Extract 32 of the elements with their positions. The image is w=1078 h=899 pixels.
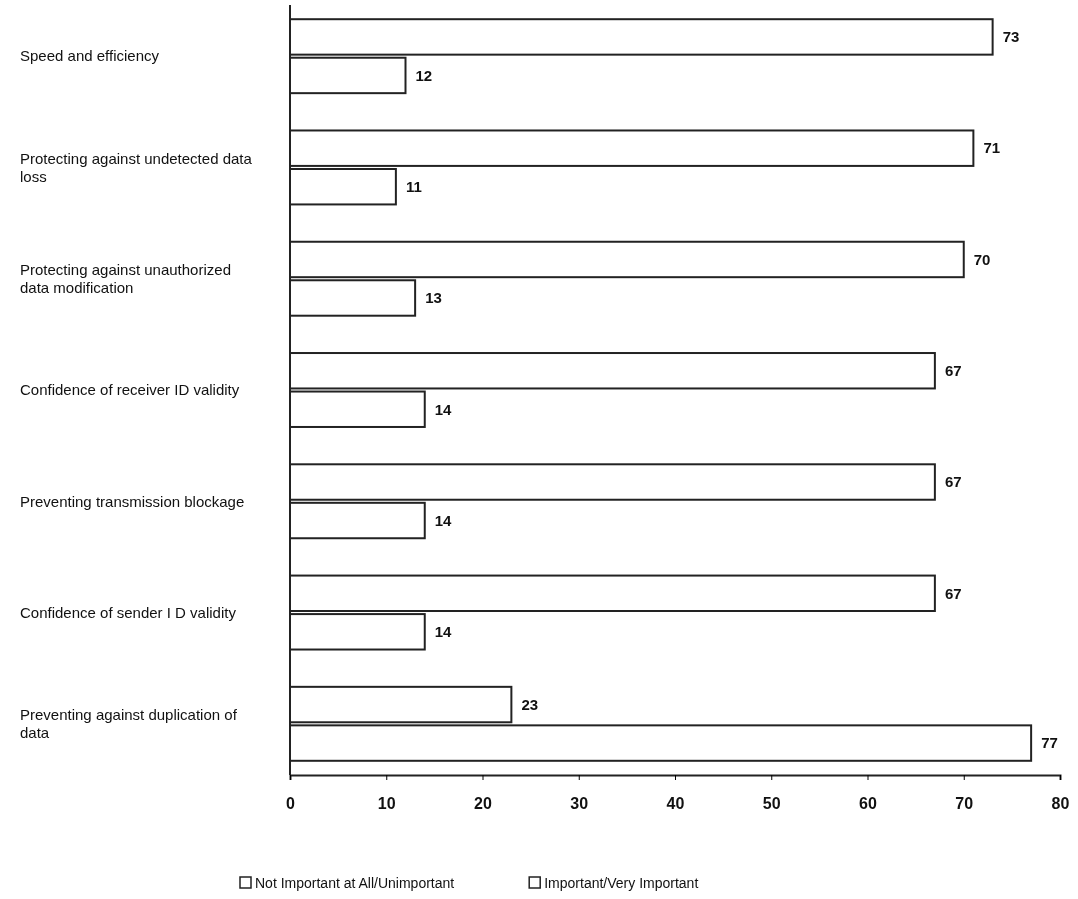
- data-label: 11: [405, 177, 422, 195]
- data-label: 77: [1041, 734, 1058, 752]
- data-label: 73: [1002, 28, 1020, 46]
- data-label: 67: [944, 361, 962, 379]
- data-label: 13: [425, 289, 442, 307]
- x-tick-label: 80: [1051, 794, 1070, 812]
- y-tick-label: Speed and efficiency: [20, 47, 160, 65]
- x-tick-label: 20: [474, 794, 492, 812]
- legend-label: Not Important at All/Unimportant: [255, 874, 455, 891]
- data-label: 70: [973, 250, 991, 268]
- x-tick-label: 0: [286, 794, 296, 812]
- y-tick-label: Preventing against duplication of data: [20, 706, 238, 742]
- legend-label: Important/Very Important: [544, 874, 699, 891]
- data-label: 67: [944, 584, 962, 602]
- x-tick-label: 10: [377, 794, 396, 812]
- x-tick-label: 40: [666, 794, 685, 812]
- y-tick-label: Protecting against undetected data loss: [20, 149, 253, 185]
- x-tick-label: 50: [762, 794, 781, 812]
- data-label: 71: [983, 139, 1001, 157]
- data-label: 12: [415, 66, 433, 84]
- x-tick-label: 30: [570, 794, 589, 812]
- y-tick-label: Preventing transmission blockage: [20, 492, 245, 510]
- x-tick-label: 70: [955, 794, 974, 812]
- y-tick-label: Confidence of sender I D validity: [20, 603, 237, 621]
- data-label: 14: [434, 511, 453, 529]
- data-label: 14: [434, 623, 453, 641]
- y-tick-label: Confidence of receiver ID validity: [20, 381, 240, 399]
- x-tick-label: 60: [859, 794, 877, 812]
- data-label: 67: [944, 473, 962, 491]
- y-tick-label: Protecting against unauthorized data modification: [20, 260, 231, 296]
- data-label: 23: [521, 695, 539, 713]
- data-label: 14: [434, 400, 453, 418]
